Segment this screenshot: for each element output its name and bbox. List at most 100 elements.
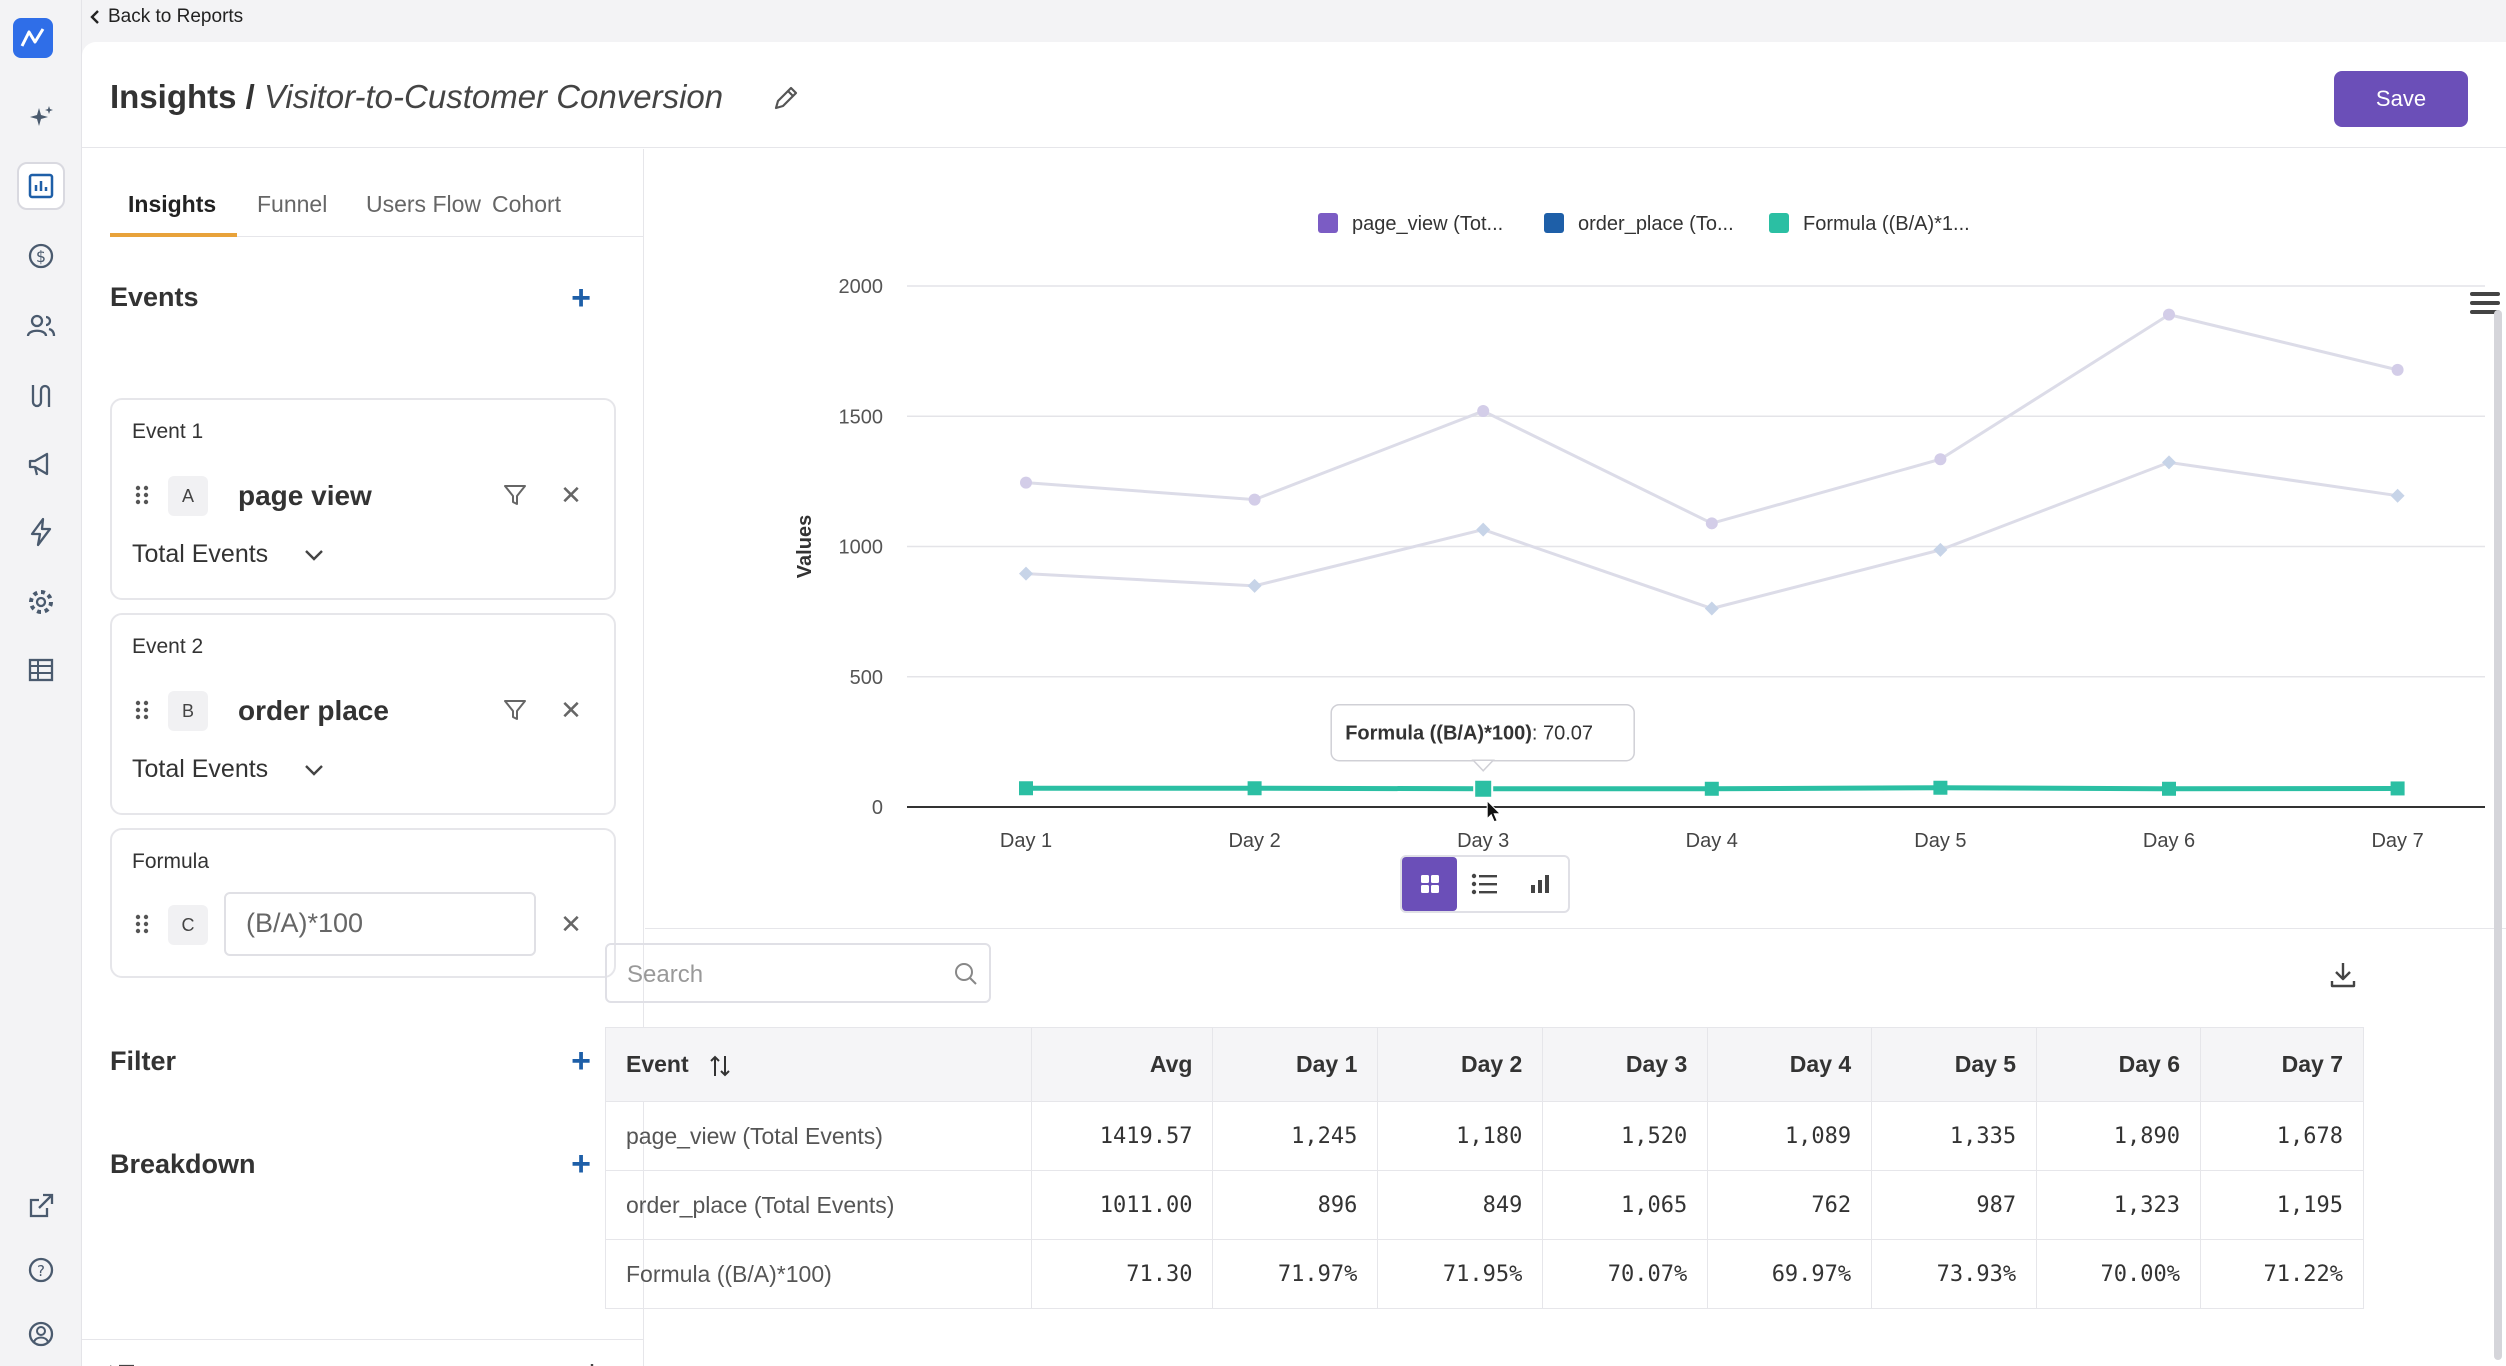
list-view-button[interactable] bbox=[1457, 857, 1512, 911]
table-icon[interactable] bbox=[17, 646, 65, 694]
outline-toggle-icon[interactable] bbox=[106, 1362, 136, 1366]
chart-menu-icon[interactable] bbox=[2470, 310, 2500, 314]
breadcrumb[interactable]: Insights / bbox=[110, 78, 255, 115]
chart-area: 0 500 1000 1500 2000 Values Day 1 Day 2 Day 3 Day… bbox=[645, 149, 2506, 929]
data-point[interactable] bbox=[1247, 781, 1262, 796]
add-filter-button[interactable]: + bbox=[571, 1042, 591, 1080]
flow-icon[interactable] bbox=[17, 372, 65, 420]
settings-icon[interactable] bbox=[17, 578, 65, 626]
table-cell: Formula ((B/A)*100) bbox=[605, 1239, 1032, 1309]
filter-icon[interactable] bbox=[502, 482, 528, 508]
data-point[interactable] bbox=[2390, 781, 2405, 796]
data-point[interactable] bbox=[1476, 522, 1491, 537]
event-letter-badge: B bbox=[168, 691, 208, 731]
chart-menu-icon[interactable] bbox=[2470, 301, 2500, 305]
collapse-panel-icon[interactable] bbox=[588, 1362, 620, 1366]
filter-icon[interactable] bbox=[502, 697, 528, 723]
remove-formula-button[interactable]: ✕ bbox=[560, 909, 582, 939]
users-icon[interactable] bbox=[17, 302, 65, 350]
data-point[interactable] bbox=[1704, 781, 1719, 796]
column-header[interactable]: Day 3 bbox=[1542, 1027, 1709, 1102]
table-row[interactable]: Formula ((B/A)*100) 71.30 71.97% 71.95% … bbox=[605, 1239, 2364, 1309]
bar-view-button[interactable] bbox=[1513, 857, 1568, 911]
remove-event-button[interactable]: ✕ bbox=[560, 480, 582, 510]
data-point[interactable] bbox=[1933, 780, 1948, 795]
data-point[interactable] bbox=[1248, 493, 1261, 506]
data-point[interactable] bbox=[2163, 308, 2175, 321]
bar-chart-icon bbox=[1531, 875, 1550, 893]
data-point[interactable] bbox=[1473, 778, 1494, 799]
sort-icon[interactable] bbox=[709, 1054, 731, 1078]
data-point[interactable] bbox=[1020, 476, 1032, 489]
aggregation-value: Total Events bbox=[132, 540, 269, 568]
add-breakdown-button[interactable]: + bbox=[571, 1145, 591, 1183]
legend-swatch[interactable] bbox=[1544, 213, 1564, 233]
data-point[interactable] bbox=[1933, 542, 1948, 557]
add-event-button[interactable]: + bbox=[571, 279, 591, 317]
megaphone-icon[interactable] bbox=[17, 440, 65, 488]
column-header[interactable]: Day 4 bbox=[1707, 1027, 1873, 1102]
data-point[interactable] bbox=[2390, 488, 2405, 503]
column-header[interactable]: Avg bbox=[1030, 1027, 1214, 1102]
data-point[interactable] bbox=[1247, 578, 1262, 593]
data-point[interactable] bbox=[1934, 453, 1947, 466]
tab-users-flow[interactable]: Users Flow bbox=[366, 191, 482, 217]
tab-insights[interactable]: Insights bbox=[128, 191, 217, 217]
events-section-title: Events bbox=[110, 282, 199, 312]
drag-handle-icon[interactable] bbox=[134, 484, 150, 506]
data-point[interactable] bbox=[2391, 363, 2404, 376]
reports-icon[interactable] bbox=[17, 162, 65, 210]
save-button[interactable]: Save bbox=[2334, 71, 2468, 127]
tab-cohort[interactable]: Cohort bbox=[492, 191, 562, 217]
table-cell: 71.97% bbox=[1212, 1239, 1379, 1309]
revenue-icon[interactable]: $ bbox=[17, 232, 65, 280]
help-icon[interactable]: ? bbox=[17, 1246, 65, 1294]
column-header-event[interactable]: Event bbox=[605, 1027, 1032, 1102]
column-header[interactable]: Day 1 bbox=[1212, 1027, 1379, 1102]
column-header[interactable]: Day 6 bbox=[2036, 1027, 2202, 1102]
data-point[interactable] bbox=[1705, 517, 1718, 530]
column-header[interactable]: Day 7 bbox=[2200, 1027, 2364, 1102]
legend-label[interactable]: Formula ((B/A)*1... bbox=[1803, 213, 1970, 235]
remove-event-button[interactable]: ✕ bbox=[560, 695, 582, 725]
x-tick-label: Day 2 bbox=[1228, 830, 1280, 852]
column-header[interactable]: Day 5 bbox=[1871, 1027, 2038, 1102]
formula-card: Formula C (B/A)*100 ✕ bbox=[110, 828, 616, 978]
download-icon[interactable] bbox=[2327, 959, 2359, 991]
grid-view-button[interactable] bbox=[1402, 857, 1458, 911]
data-point[interactable] bbox=[1019, 566, 1033, 581]
formula-input[interactable]: (B/A)*100 bbox=[224, 892, 536, 956]
event-name[interactable]: page view bbox=[238, 480, 372, 511]
event-name[interactable]: order place bbox=[238, 695, 389, 726]
external-link-icon[interactable] bbox=[17, 1182, 65, 1230]
drag-handle-icon[interactable] bbox=[134, 699, 150, 721]
data-point[interactable] bbox=[2162, 455, 2176, 470]
data-point[interactable] bbox=[1704, 601, 1719, 616]
data-point[interactable] bbox=[2162, 781, 2176, 796]
data-table: Event Avg Day 1 Day 2 Day 3 Day 4 Day 5 … bbox=[605, 1027, 2364, 1309]
svg-text:?: ? bbox=[37, 1262, 45, 1280]
drag-handle-icon[interactable] bbox=[134, 913, 150, 935]
back-to-reports-link[interactable]: Back to Reports bbox=[88, 6, 243, 28]
scrollbar[interactable] bbox=[2494, 310, 2502, 1360]
lightning-icon[interactable] bbox=[17, 508, 65, 556]
aggregation-select[interactable]: Total Events bbox=[132, 540, 324, 569]
legend-label[interactable]: order_place (To... bbox=[1578, 213, 1734, 235]
aggregation-select[interactable]: Total Events bbox=[132, 755, 324, 784]
data-point[interactable] bbox=[1019, 781, 1033, 796]
grid-icon bbox=[1420, 875, 1439, 893]
sparkle-icon[interactable] bbox=[17, 94, 65, 142]
edit-pencil-icon[interactable] bbox=[770, 82, 802, 114]
data-point[interactable] bbox=[1477, 405, 1490, 418]
search-input[interactable]: Search bbox=[605, 943, 991, 1003]
table-row[interactable]: order_place (Total Events) 1011.00 896 8… bbox=[605, 1170, 2364, 1240]
legend-label[interactable]: page_view (Tot... bbox=[1352, 213, 1503, 235]
app-logo-icon[interactable] bbox=[13, 18, 53, 58]
table-row[interactable]: page_view (Total Events) 1419.57 1,245 1… bbox=[605, 1101, 2364, 1171]
legend-swatch[interactable] bbox=[1318, 213, 1338, 233]
chart-menu-icon[interactable] bbox=[2470, 292, 2500, 296]
account-icon[interactable] bbox=[17, 1310, 65, 1358]
column-header[interactable]: Day 2 bbox=[1377, 1027, 1544, 1102]
tab-funnel[interactable]: Funnel bbox=[257, 191, 328, 217]
legend-swatch[interactable] bbox=[1769, 213, 1789, 233]
